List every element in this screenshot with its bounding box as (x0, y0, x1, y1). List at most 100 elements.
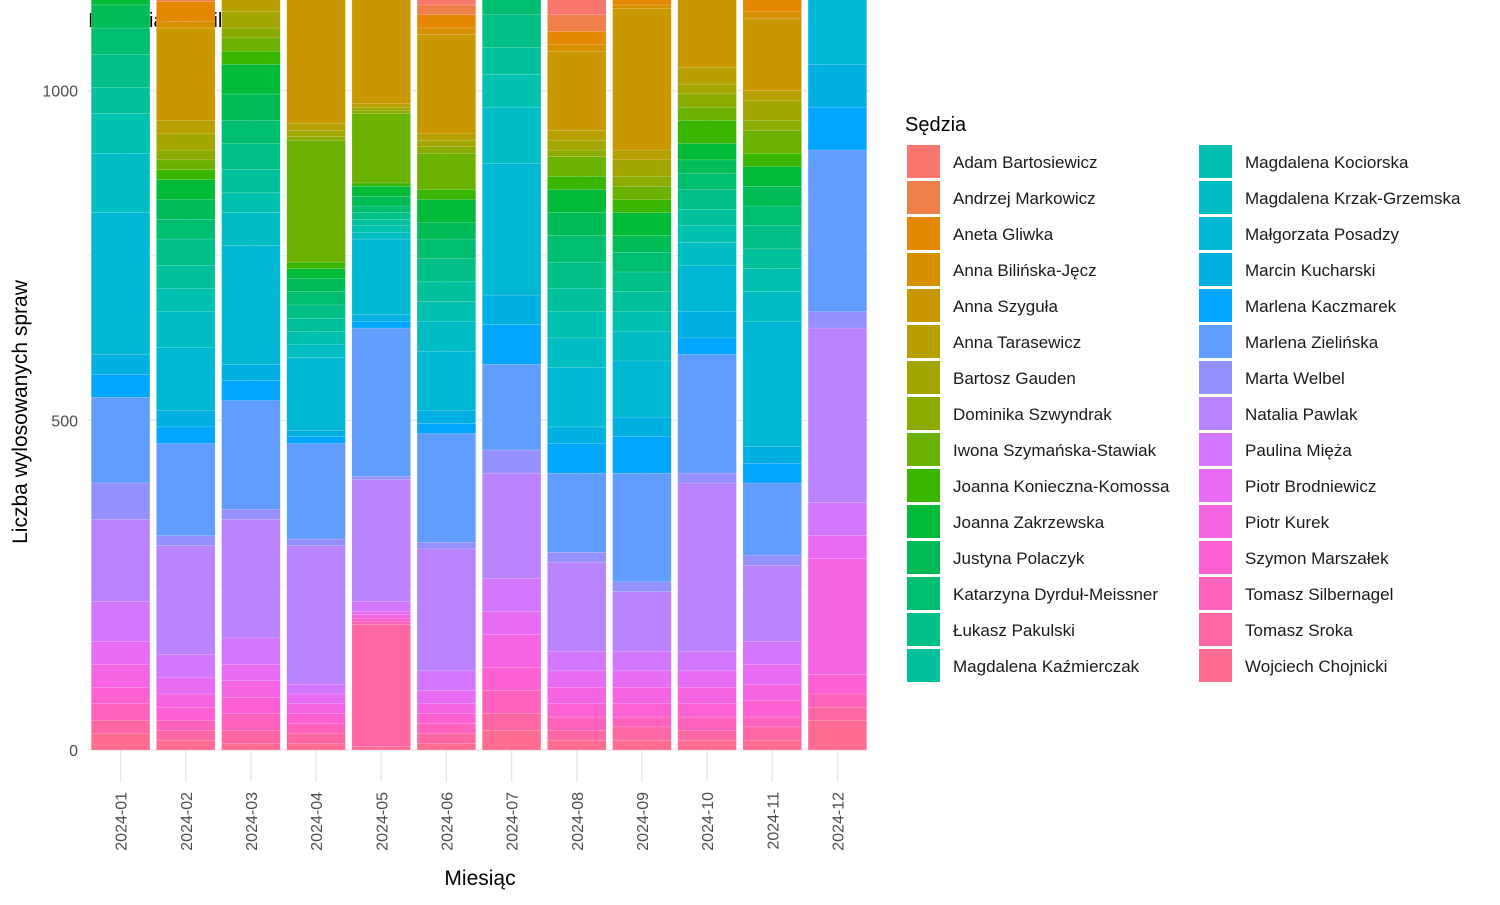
legend-key (1199, 541, 1232, 574)
bar-segment (221, 730, 281, 744)
y-tick-label: 0 (69, 743, 78, 760)
bar-segment (351, 617, 411, 622)
legend-label: Joanna Konieczna-Komossa (953, 477, 1170, 496)
bar-segment (547, 650, 607, 672)
legend-label: Anna Szyguła (953, 297, 1058, 316)
bar-segment (221, 364, 281, 381)
bar-segment (547, 149, 607, 157)
bar-segment (221, 93, 281, 121)
bar-segment (91, 4, 151, 29)
bar-segment (156, 706, 216, 721)
legend-label: Aneta Gliwka (953, 225, 1054, 244)
bar-segment (221, 245, 281, 365)
bar-segment (91, 703, 151, 721)
bar-segment (91, 733, 151, 751)
bar-segment (156, 730, 216, 741)
legend-key (1199, 217, 1232, 250)
bar-segment (351, 621, 411, 625)
bar-segment (416, 733, 476, 744)
bar-segment (807, 502, 867, 536)
bar-segment (156, 199, 216, 220)
bar-segment (742, 446, 802, 464)
bar-segment (742, 205, 802, 227)
legend-label: Piotr Kurek (1245, 513, 1330, 532)
legend-label: Justyna Polaczyk (953, 549, 1085, 568)
bar-segment (677, 311, 737, 339)
bar-segment (286, 733, 346, 744)
bar-segment (742, 664, 802, 685)
legend-label: Magdalena Kaźmierczak (953, 657, 1140, 676)
bar-segment (742, 130, 802, 154)
x-axis-ticks: 2024-01 2024-02 2024-03 2024-04 2024-05 2024-… (114, 792, 848, 851)
bar-segment (482, 713, 542, 731)
bar-segment (156, 169, 216, 180)
bar-segment (742, 166, 802, 187)
bar-segment (742, 17, 802, 91)
bar-segment (612, 176, 672, 187)
bar-segment (156, 410, 216, 428)
bar-segment (807, 558, 867, 675)
bar-segment (807, 535, 867, 559)
bar-segment (286, 130, 346, 138)
bar-segment (156, 311, 216, 348)
bar-segment (286, 538, 346, 546)
bar-segment (156, 426, 216, 444)
bar-segment (351, 746, 411, 751)
bar-segment (742, 739, 802, 751)
bar-segment (351, 601, 411, 612)
bar-segment (221, 64, 281, 95)
bar-segment (742, 700, 802, 718)
bar-segment (91, 153, 151, 213)
bar-segment (612, 416, 672, 438)
legend-label: Andrzej Markowicz (953, 189, 1096, 208)
legend-key (1199, 181, 1232, 214)
bar-segment (351, 238, 411, 316)
bar-segment (91, 720, 151, 734)
bar-segment (612, 0, 672, 6)
bar-segment (91, 641, 151, 665)
bar-segment (677, 189, 737, 210)
legend-key (1199, 577, 1232, 610)
legend-label: Małgorzata Posadzy (1245, 225, 1400, 244)
bar-segment (677, 67, 737, 85)
x-tick-label: 2024-03 (244, 792, 261, 851)
bar-segment (286, 357, 346, 431)
bar-segment (286, 683, 346, 695)
bar-segment (807, 311, 867, 329)
bar-segment (91, 0, 151, 6)
bar-segment (612, 212, 672, 236)
bar-segment (286, 317, 346, 332)
bars (91, 0, 867, 751)
bar-segment (742, 291, 802, 322)
bar-segment (286, 703, 346, 714)
bar-segment (612, 271, 672, 292)
bar-segment (612, 159, 672, 177)
bar-segment (286, 443, 346, 540)
legend-key (907, 217, 940, 250)
bar-segment (612, 149, 672, 161)
bar-segment (351, 0, 411, 105)
bar-segment (547, 0, 607, 16)
bar-segment (416, 548, 476, 672)
bar-segment (91, 212, 151, 355)
bar-segment (91, 54, 151, 88)
bar-segment (547, 235, 607, 263)
bar-segment (156, 720, 216, 731)
bar-segment (416, 189, 476, 200)
bar-segment (416, 423, 476, 434)
bar-segment (547, 443, 607, 474)
legend-label: Anna Tarasewicz (953, 333, 1081, 352)
bar-segment (351, 205, 411, 213)
bar-segment (351, 314, 411, 322)
bar-segment (482, 162, 542, 296)
bar-segment (221, 380, 281, 401)
bar-segment (351, 321, 411, 329)
bar-segment (482, 472, 542, 579)
bar-segment (286, 331, 346, 345)
legend-key (907, 325, 940, 358)
bar-segment (416, 690, 476, 705)
bar-segment (91, 482, 151, 520)
bar-segment (221, 743, 281, 751)
bar-segment (286, 0, 346, 124)
legend-label: Marlena Zielińska (1245, 333, 1379, 352)
